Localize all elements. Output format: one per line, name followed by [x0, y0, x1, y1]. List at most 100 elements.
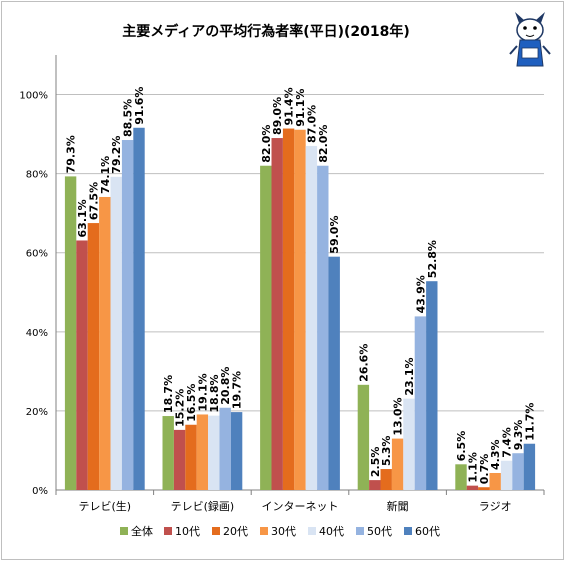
data-label: 52.8% — [426, 240, 439, 278]
data-label: 79.3% — [65, 135, 78, 173]
legend-swatch — [260, 527, 268, 535]
bar — [87, 223, 100, 490]
bar — [414, 316, 427, 490]
legend-swatch — [120, 527, 128, 535]
bar — [391, 438, 404, 490]
legend: 全体 10代 20代 30代 40代 50代 60代 — [120, 524, 440, 538]
bar — [64, 176, 77, 490]
data-label: 4.3% — [489, 439, 502, 470]
bar — [230, 412, 243, 490]
legend-label: 50代 — [367, 525, 392, 538]
chart-title: 主要メディアの平均行為者率(平日)(2018年) — [122, 23, 410, 40]
legend-swatch — [404, 527, 412, 535]
data-label: 91.6% — [133, 87, 146, 125]
data-label: 16.5% — [185, 384, 198, 422]
data-label: 1.1% — [466, 452, 479, 483]
data-label: 26.6% — [357, 344, 370, 382]
data-label: 43.9% — [414, 275, 427, 313]
bar — [523, 443, 536, 490]
data-label: 91.1% — [294, 89, 307, 127]
data-label: 19.7% — [231, 371, 244, 409]
bar — [76, 240, 88, 490]
legend-label: 30代 — [271, 525, 296, 538]
data-label: 82.0% — [317, 125, 330, 163]
legend-label: 10代 — [175, 525, 200, 538]
bar — [294, 129, 306, 490]
data-label: 7.4% — [501, 427, 514, 458]
data-label: 91.4% — [283, 87, 296, 125]
data-label: 87.0% — [305, 105, 318, 143]
category-label: テレビ(生) — [79, 499, 132, 513]
data-label: 74.1% — [99, 156, 112, 194]
bar — [500, 460, 513, 490]
bar — [219, 407, 231, 490]
bar — [173, 429, 186, 490]
y-tick-label: 20% — [26, 407, 48, 418]
legend-swatch — [356, 527, 364, 535]
data-label: 89.0% — [271, 97, 284, 135]
data-label: 88.5% — [122, 99, 135, 137]
bar — [328, 256, 340, 490]
bar — [110, 176, 122, 491]
bar — [357, 384, 370, 490]
bar — [317, 165, 329, 490]
bar — [185, 424, 197, 490]
data-label: 63.1% — [76, 199, 89, 237]
y-tick-label: 80% — [26, 170, 48, 181]
legend-label: 60代 — [415, 525, 440, 538]
category-label: インターネット — [262, 500, 339, 513]
bar — [208, 415, 220, 490]
data-label: 11.7% — [523, 403, 536, 441]
y-axis: 0% 20% 40% 60% 80% 100% — [19, 55, 57, 497]
legend-swatch — [212, 527, 220, 535]
y-tick-label: 40% — [26, 328, 48, 339]
bar — [380, 469, 392, 490]
legend-label: 20代 — [223, 525, 248, 538]
y-tick-label: 0% — [32, 486, 48, 497]
bar — [121, 140, 134, 491]
bar — [282, 128, 295, 490]
data-label: 15.2% — [174, 389, 187, 427]
bar — [466, 485, 479, 490]
bar — [426, 281, 438, 490]
bar — [489, 472, 501, 490]
data-label: 18.8% — [208, 374, 221, 412]
bar — [403, 398, 415, 490]
category-label: 新聞 — [387, 499, 409, 513]
bar — [369, 480, 381, 490]
data-label: 6.5% — [455, 431, 468, 462]
bar — [478, 487, 490, 490]
legend-swatch — [308, 527, 316, 535]
data-label: 82.0% — [260, 125, 273, 163]
data-label: 79.2% — [110, 136, 123, 174]
bars — [64, 127, 536, 491]
bar — [99, 196, 111, 490]
bar — [271, 138, 283, 490]
bar — [512, 453, 524, 490]
legend-label: 40代 — [319, 525, 344, 538]
data-label: 0.7% — [478, 454, 491, 485]
bar — [133, 127, 145, 490]
x-axis: テレビ(生) テレビ(録画) インターネット 新聞 ラジオ — [55, 490, 545, 513]
data-label: 13.0% — [392, 397, 405, 435]
y-tick-label: 100% — [19, 91, 48, 102]
cartoon-mascot-icon — [509, 12, 551, 67]
y-tick-label: 60% — [26, 249, 48, 260]
category-label: ラジオ — [479, 500, 512, 513]
data-labels: 79.3% 63.1%67.5%74.1%79.2%88.5%91.6% 18.7%… — [65, 87, 537, 485]
bar — [260, 165, 272, 490]
data-label: 19.1% — [196, 373, 209, 411]
data-label: 67.5% — [87, 182, 100, 220]
data-label: 5.3% — [380, 436, 393, 467]
data-label: 9.3% — [512, 420, 525, 451]
category-label: テレビ(録画) — [171, 499, 235, 513]
data-label: 18.7% — [162, 375, 175, 413]
bar — [305, 145, 318, 491]
bar — [196, 414, 209, 490]
bar — [455, 464, 467, 490]
data-label: 20.8% — [219, 367, 232, 405]
bar — [162, 416, 174, 490]
legend-label: 全体 — [131, 524, 153, 538]
data-label: 2.5% — [369, 447, 382, 478]
data-label: 23.1% — [403, 357, 416, 395]
